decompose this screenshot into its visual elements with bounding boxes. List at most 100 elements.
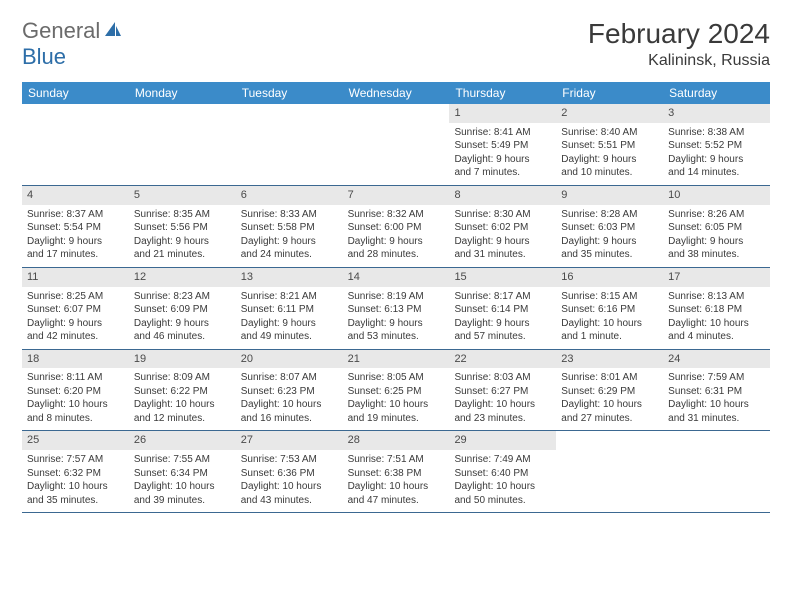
week-row: 4Sunrise: 8:37 AMSunset: 5:54 PMDaylight… [22,186,770,268]
daylight-line-1: Daylight: 9 hours [561,235,658,249]
week-row: 11Sunrise: 8:25 AMSunset: 6:07 PMDayligh… [22,268,770,350]
weeks-container: 1Sunrise: 8:41 AMSunset: 5:49 PMDaylight… [22,104,770,513]
sunrise-line: Sunrise: 8:03 AM [454,371,551,385]
day-cell: 29Sunrise: 7:49 AMSunset: 6:40 PMDayligh… [449,431,556,512]
day-cell [236,104,343,185]
daylight-line-2: and 47 minutes. [348,494,445,508]
daylight-line-1: Daylight: 9 hours [27,235,124,249]
sunset-line: Sunset: 6:05 PM [668,221,765,235]
sunrise-line: Sunrise: 7:59 AM [668,371,765,385]
day-cell: 8Sunrise: 8:30 AMSunset: 6:02 PMDaylight… [449,186,556,267]
sunrise-line: Sunrise: 8:15 AM [561,290,658,304]
daylight-line-2: and 49 minutes. [241,330,338,344]
month-title: February 2024 [588,18,770,50]
sunrise-line: Sunrise: 8:26 AM [668,208,765,222]
sunset-line: Sunset: 6:18 PM [668,303,765,317]
day-number: 29 [449,431,556,450]
daylight-line-1: Daylight: 10 hours [668,398,765,412]
sunset-line: Sunset: 6:40 PM [454,467,551,481]
sunrise-line: Sunrise: 7:57 AM [27,453,124,467]
sunset-line: Sunset: 6:14 PM [454,303,551,317]
daylight-line-1: Daylight: 10 hours [454,398,551,412]
day-number: 19 [129,350,236,369]
day-number: 13 [236,268,343,287]
day-cell: 18Sunrise: 8:11 AMSunset: 6:20 PMDayligh… [22,350,129,431]
daylight-line-1: Daylight: 10 hours [454,480,551,494]
daylight-line-1: Daylight: 9 hours [241,235,338,249]
logo-blue: Blue [22,44,66,69]
daylight-line-1: Daylight: 10 hours [668,317,765,331]
daylight-line-2: and 4 minutes. [668,330,765,344]
day-number: 6 [236,186,343,205]
daylight-line-2: and 1 minute. [561,330,658,344]
day-cell: 1Sunrise: 8:41 AMSunset: 5:49 PMDaylight… [449,104,556,185]
day-cell: 23Sunrise: 8:01 AMSunset: 6:29 PMDayligh… [556,350,663,431]
sunset-line: Sunset: 6:23 PM [241,385,338,399]
weekday-thu: Thursday [449,82,556,104]
day-number: 26 [129,431,236,450]
sunset-line: Sunset: 6:09 PM [134,303,231,317]
sunset-line: Sunset: 6:32 PM [27,467,124,481]
daylight-line-1: Daylight: 10 hours [134,398,231,412]
daylight-line-2: and 7 minutes. [454,166,551,180]
daylight-line-1: Daylight: 9 hours [454,153,551,167]
location: Kalininsk, Russia [588,52,770,70]
daylight-line-2: and 8 minutes. [27,412,124,426]
day-number: 4 [22,186,129,205]
week-row: 1Sunrise: 8:41 AMSunset: 5:49 PMDaylight… [22,104,770,186]
sunrise-line: Sunrise: 8:25 AM [27,290,124,304]
day-number: 3 [663,104,770,123]
daylight-line-1: Daylight: 9 hours [27,317,124,331]
week-row: 25Sunrise: 7:57 AMSunset: 6:32 PMDayligh… [22,431,770,513]
daylight-line-1: Daylight: 10 hours [134,480,231,494]
day-cell: 7 Sunrise: 8:32 AMSunset: 6:00 PMDaylight… [343,186,450,267]
sunset-line: Sunset: 5:56 PM [134,221,231,235]
sunrise-line: Sunrise: 8:32 AM [348,208,445,222]
daylight-line-2: and 21 minutes. [134,248,231,262]
daylight-line-1: Daylight: 9 hours [454,235,551,249]
day-cell: 2Sunrise: 8:40 AMSunset: 5:51 PMDaylight… [556,104,663,185]
sunrise-line: Sunrise: 8:05 AM [348,371,445,385]
day-number: 27 [236,431,343,450]
day-cell: 13Sunrise: 8:21 AMSunset: 6:11 PMDayligh… [236,268,343,349]
day-cell: 12Sunrise: 8:23 AMSunset: 6:09 PMDayligh… [129,268,236,349]
daylight-line-2: and 38 minutes. [668,248,765,262]
daylight-line-2: and 35 minutes. [27,494,124,508]
logo: General [22,18,124,44]
weekday-sun: Sunday [22,82,129,104]
day-cell: 9Sunrise: 8:28 AMSunset: 6:03 PMDaylight… [556,186,663,267]
day-number: 7 [343,186,450,205]
day-cell: 14Sunrise: 8:19 AMSunset: 6:13 PMDayligh… [343,268,450,349]
daylight-line-2: and 16 minutes. [241,412,338,426]
day-number: 28 [343,431,450,450]
weekday-tue: Tuesday [236,82,343,104]
day-number: 11 [22,268,129,287]
sunset-line: Sunset: 6:03 PM [561,221,658,235]
sunset-line: Sunset: 6:02 PM [454,221,551,235]
daylight-line-2: and 46 minutes. [134,330,231,344]
sunset-line: Sunset: 6:16 PM [561,303,658,317]
sunset-line: Sunset: 6:20 PM [27,385,124,399]
day-cell: 27Sunrise: 7:53 AMSunset: 6:36 PMDayligh… [236,431,343,512]
sunrise-line: Sunrise: 8:40 AM [561,126,658,140]
daylight-line-1: Daylight: 9 hours [561,153,658,167]
day-number: 20 [236,350,343,369]
daylight-line-1: Daylight: 9 hours [668,235,765,249]
sunset-line: Sunset: 6:34 PM [134,467,231,481]
day-number: 5 [129,186,236,205]
daylight-line-1: Daylight: 9 hours [348,235,445,249]
sunset-line: Sunset: 6:00 PM [348,221,445,235]
daylight-line-2: and 14 minutes. [668,166,765,180]
day-cell: 20Sunrise: 8:07 AMSunset: 6:23 PMDayligh… [236,350,343,431]
daylight-line-2: and 17 minutes. [27,248,124,262]
sunrise-line: Sunrise: 8:35 AM [134,208,231,222]
weekday-wed: Wednesday [343,82,450,104]
daylight-line-2: and 10 minutes. [561,166,658,180]
daylight-line-2: and 23 minutes. [454,412,551,426]
daylight-line-1: Daylight: 9 hours [454,317,551,331]
day-number: 1 [449,104,556,123]
sunrise-line: Sunrise: 8:01 AM [561,371,658,385]
daylight-line-1: Daylight: 9 hours [241,317,338,331]
day-cell: 17Sunrise: 8:13 AMSunset: 6:18 PMDayligh… [663,268,770,349]
sunset-line: Sunset: 5:58 PM [241,221,338,235]
